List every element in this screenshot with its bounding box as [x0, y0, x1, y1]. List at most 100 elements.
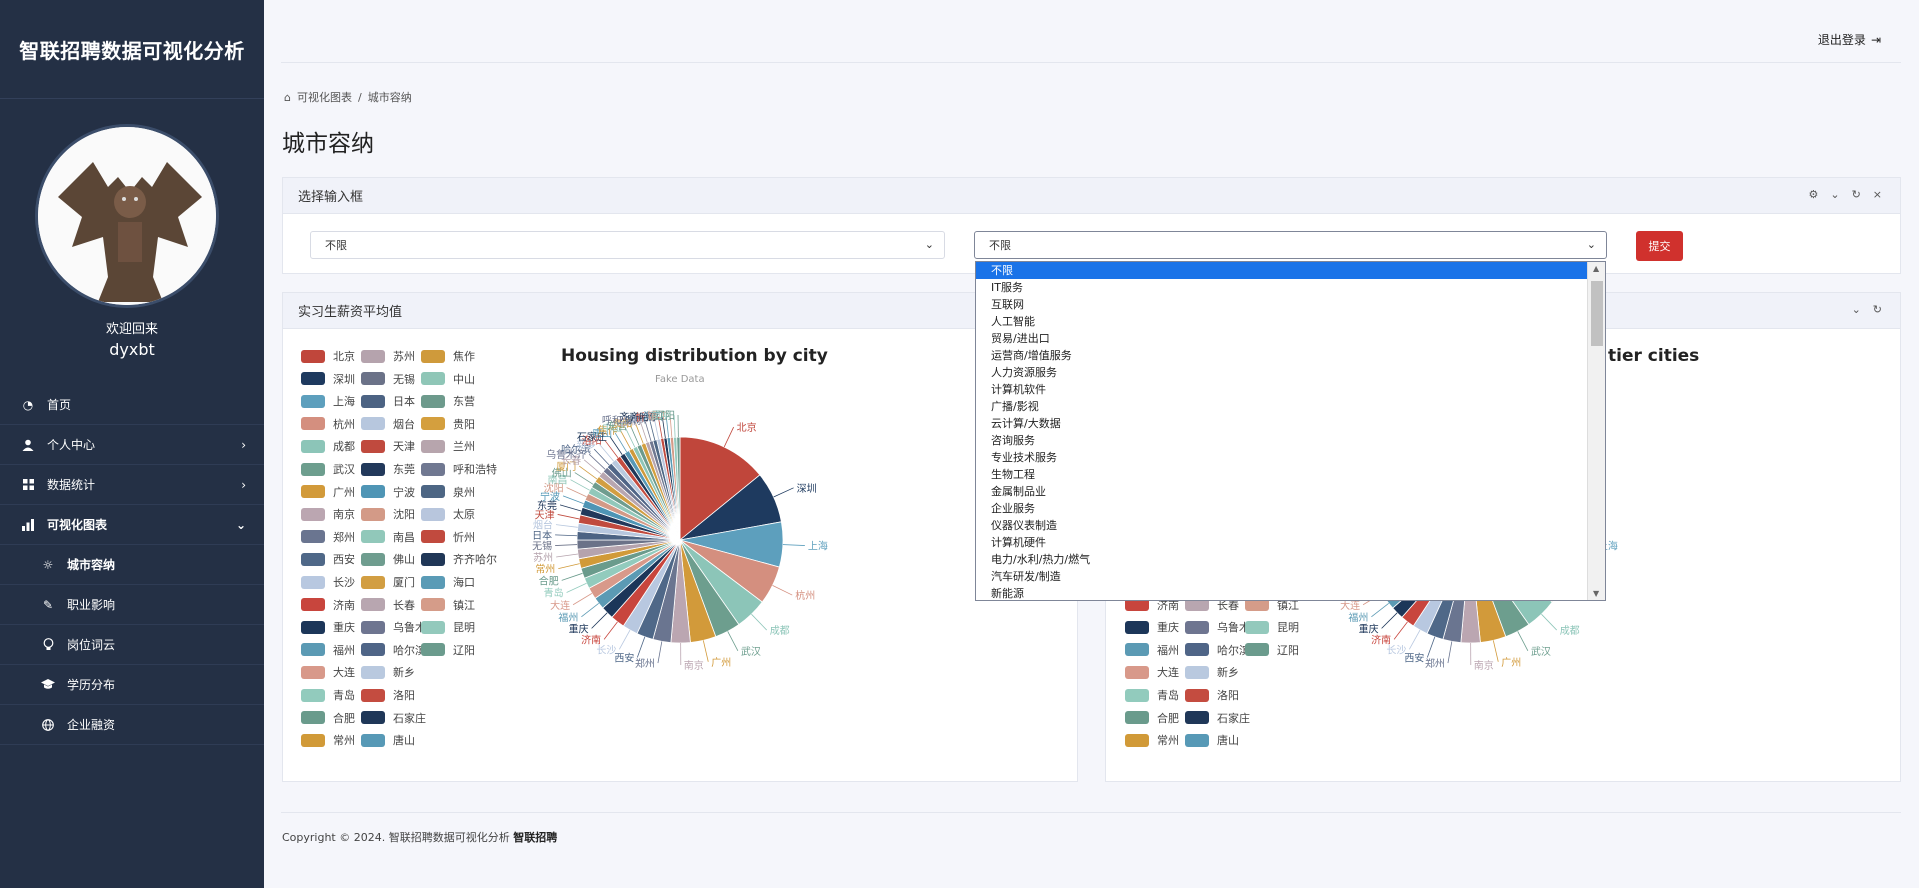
legend-item[interactable]: 东莞 [361, 461, 415, 477]
legend-item[interactable]: 广州 [301, 484, 355, 500]
legend-item[interactable]: 呼和浩特 [421, 461, 497, 477]
legend-item[interactable]: 忻州 [421, 529, 475, 545]
home-icon[interactable]: ⌂ [284, 90, 291, 104]
pie-slice[interactable] [679, 436, 761, 541]
legend-item[interactable]: 泉州 [421, 484, 475, 500]
legend-item[interactable]: 北京 [301, 348, 355, 364]
legend-item[interactable]: 新乡 [361, 664, 415, 680]
legend-item[interactable]: 中山 [421, 371, 475, 387]
dropdown-option[interactable]: 生物工程 [991, 468, 1035, 481]
legend-item[interactable]: 太原 [421, 506, 475, 522]
legend-item[interactable]: 郑州 [301, 529, 355, 545]
legend-item[interactable]: 南京 [301, 506, 355, 522]
industry-select[interactable]: 不限 ⌄ [974, 231, 1607, 259]
breadcrumb-root[interactable]: 可视化图表 [296, 91, 352, 104]
legend-item[interactable]: 重庆 [1125, 619, 1179, 635]
legend-item[interactable]: 新乡 [1185, 664, 1239, 680]
legend-item[interactable]: 青岛 [1125, 687, 1179, 703]
legend-item[interactable]: 天津 [361, 438, 415, 454]
legend-item[interactable]: 合肥 [301, 710, 355, 726]
dropdown-option[interactable]: 计算机硬件 [991, 536, 1046, 549]
submit-button[interactable]: 提交 [1636, 231, 1683, 261]
dropdown-option[interactable]: 云计算/大数据 [991, 417, 1061, 430]
dropdown-option[interactable]: 新能源 [991, 587, 1024, 600]
legend-item[interactable]: 长沙 [301, 574, 355, 590]
legend-item[interactable]: 长春 [361, 597, 415, 613]
sidebar-item-personal[interactable]: 个人中心 › [0, 425, 264, 465]
dropdown-option[interactable]: 汽车研发/制造 [991, 570, 1061, 583]
legend-item[interactable]: 无锡 [361, 371, 415, 387]
legend-item[interactable]: 辽阳 [1245, 642, 1299, 658]
legend-item[interactable]: 海口 [421, 574, 475, 590]
dropdown-option[interactable]: 计算机软件 [991, 383, 1046, 396]
sidebar-item-edu[interactable]: 学历分布 [0, 665, 264, 705]
legend-item[interactable]: 长春 [1185, 597, 1239, 613]
legend-item[interactable]: 常州 [301, 732, 355, 748]
legend-item[interactable]: 洛阳 [361, 687, 415, 703]
dropdown-option[interactable]: 专业技术服务 [991, 451, 1057, 464]
legend-item[interactable]: 齐齐哈尔 [421, 551, 497, 567]
chevron-down-icon[interactable]: ⌄ [1830, 188, 1840, 201]
legend-item[interactable]: 大连 [301, 664, 355, 680]
legend-item[interactable]: 厦门 [361, 574, 415, 590]
legend-item[interactable]: 哈尔滨 [1185, 642, 1250, 658]
dropdown-option[interactable]: 电力/水利/热力/燃气 [991, 553, 1091, 566]
legend-item[interactable]: 烟台 [361, 416, 415, 432]
legend-item[interactable]: 宁波 [361, 484, 415, 500]
legend-item[interactable]: 沈阳 [361, 506, 415, 522]
refresh-icon[interactable]: ↻ [1851, 188, 1861, 201]
dropdown-option[interactable]: 贸易/进出口 [991, 332, 1050, 345]
legend-item[interactable]: 大连 [1125, 664, 1179, 680]
legend-item[interactable]: 唐山 [1185, 732, 1239, 748]
legend-item[interactable]: 辽阳 [421, 642, 475, 658]
legend-item[interactable]: 苏州 [361, 348, 415, 364]
scroll-up-icon[interactable]: ▲ [1593, 264, 1600, 273]
legend-item[interactable]: 青岛 [301, 687, 355, 703]
legend-item[interactable]: 焦作 [421, 348, 475, 364]
scroll-down-icon[interactable]: ▼ [1593, 589, 1600, 598]
city-select[interactable]: 不限 ⌄ [310, 231, 945, 259]
sidebar-item-stats[interactable]: 数据统计 › [0, 465, 264, 505]
logout-button[interactable]: 退出登录 ⇥ [1818, 31, 1881, 48]
dropdown-option[interactable]: 不限 [976, 262, 1605, 279]
legend-item[interactable]: 佛山 [361, 551, 415, 567]
legend-item[interactable]: 济南 [1125, 597, 1179, 613]
chevron-down-icon[interactable]: ⌄ [1851, 303, 1861, 316]
legend-item[interactable]: 常州 [1125, 732, 1179, 748]
legend-item[interactable]: 南昌 [361, 529, 415, 545]
dropdown-option[interactable]: 人工智能 [991, 315, 1035, 328]
legend-item[interactable]: 洛阳 [1185, 687, 1239, 703]
legend-item[interactable]: 东营 [421, 393, 475, 409]
legend-item[interactable]: 重庆 [301, 619, 355, 635]
legend-item[interactable]: 兰州 [421, 438, 475, 454]
legend-item[interactable]: 合肥 [1125, 710, 1179, 726]
dropdown-option[interactable]: IT服务 [991, 281, 1023, 294]
legend-item[interactable]: 唐山 [361, 732, 415, 748]
dropdown-option[interactable]: 仪器仪表制造 [991, 519, 1057, 532]
sidebar-item-industry[interactable]: ✎ 职业影响 [0, 585, 264, 625]
legend-item[interactable]: 石家庄 [1185, 710, 1250, 726]
gear-icon[interactable]: ⚙ [1808, 188, 1819, 201]
legend-item[interactable]: 镇江 [1245, 597, 1299, 613]
dropdown-scrollbar[interactable]: ▲ ▼ [1587, 262, 1605, 600]
legend-item[interactable]: 深圳 [301, 371, 355, 387]
sidebar-item-word[interactable]: 岗位词云 [0, 625, 264, 665]
dropdown-option[interactable]: 运营商/增值服务 [991, 349, 1072, 362]
sidebar-item-charts[interactable]: 可视化图表 ⌄ [0, 505, 264, 545]
sidebar-item-city[interactable]: ☼ 城市容纳 [0, 545, 264, 585]
dropdown-option[interactable]: 互联网 [991, 298, 1024, 311]
legend-item[interactable]: 日本 [361, 393, 415, 409]
legend-item[interactable]: 哈尔滨 [361, 642, 426, 658]
legend-item[interactable]: 昆明 [421, 619, 475, 635]
legend-item[interactable]: 武汉 [301, 461, 355, 477]
close-icon[interactable]: × [1872, 188, 1882, 201]
legend-item[interactable]: 贵阳 [421, 416, 475, 432]
legend-item[interactable]: 成都 [301, 438, 355, 454]
pie-slice[interactable] [676, 436, 681, 541]
legend-item[interactable]: 石家庄 [361, 710, 426, 726]
legend-item[interactable]: 福州 [1125, 642, 1179, 658]
dropdown-option[interactable]: 金属制品业 [991, 485, 1046, 498]
sidebar-item-finance[interactable]: 企业融资 [0, 705, 264, 745]
scrollbar-thumb[interactable] [1591, 281, 1603, 346]
dropdown-option[interactable]: 企业服务 [991, 502, 1035, 515]
